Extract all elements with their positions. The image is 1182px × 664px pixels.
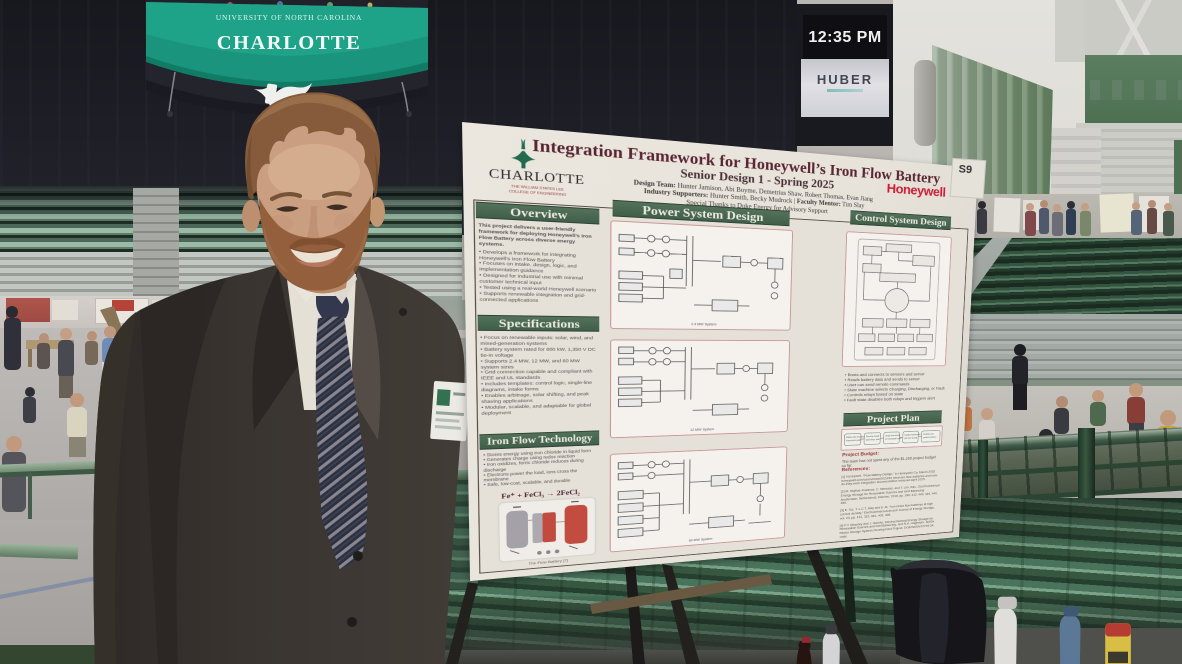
svg-text:CHARLOTTE: CHARLOTTE <box>217 32 362 54</box>
svg-text:Develop install: Develop install <box>866 435 879 438</box>
svg-text:per test results: per test results <box>904 437 917 440</box>
svg-text:12 MW System: 12 MW System <box>690 427 714 431</box>
svg-text:Finalize and: Finalize and <box>923 433 934 436</box>
svg-text:THE WILLIAM STATES LEE: THE WILLIAM STATES LEE <box>511 184 564 191</box>
svg-text:to Honeywell case: to Honeywell case <box>885 437 901 440</box>
svg-text:present product: present product <box>923 436 937 439</box>
svg-text:UNIVERSITY OF NORTH CAROLINA: UNIVERSITY OF NORTH CAROLINA <box>216 13 362 22</box>
svg-text:and integr. plan: and integr. plan <box>866 438 880 441</box>
svg-text:60 MW System: 60 MW System <box>689 537 713 542</box>
svg-text:Apply framework: Apply framework <box>885 434 900 437</box>
svg-text:Update framework: Update framework <box>904 433 920 436</box>
svg-text:framework goals: framework goals <box>846 439 861 442</box>
svg-text:CHARLOTTE: CHARLOTTE <box>489 166 585 188</box>
svg-text:COLLEGE OF ENGINEERING: COLLEGE OF ENGINEERING <box>509 189 567 197</box>
svg-text:Define and research: Define and research <box>846 435 865 438</box>
svg-text:2.4 MW System: 2.4 MW System <box>691 322 717 326</box>
